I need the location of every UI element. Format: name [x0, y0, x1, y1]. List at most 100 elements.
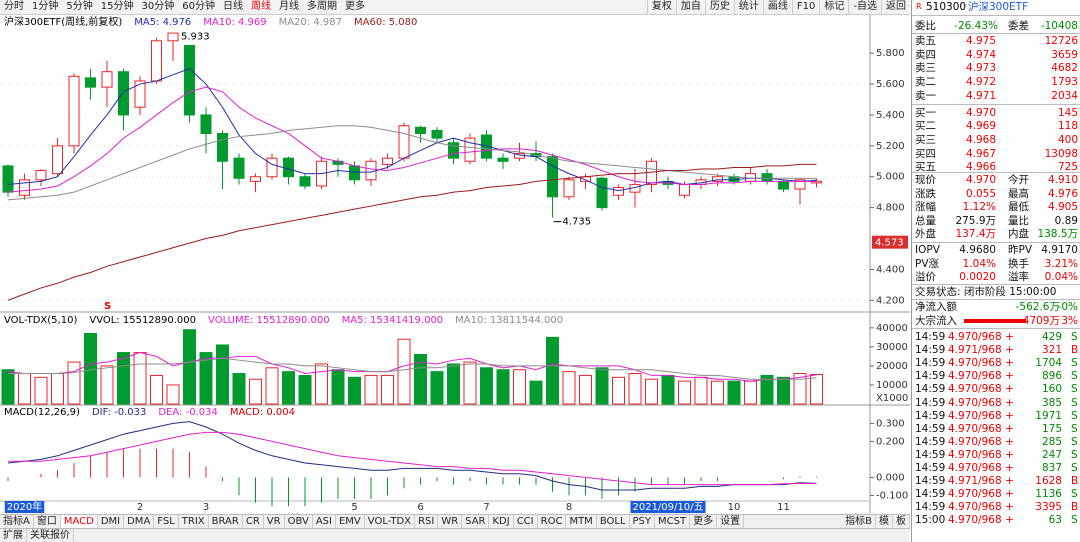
volume-bar: [760, 374, 774, 405]
quote-text: 买一: [915, 106, 936, 119]
quote-text: 63: [1048, 514, 1062, 527]
extension-tab[interactable]: 关联报价: [27, 529, 74, 542]
y-tick-label: 40000: [876, 323, 908, 334]
badge: R: [916, 2, 922, 11]
period-button[interactable]: 更多: [344, 1, 365, 12]
cursor-price: 4.573: [875, 238, 904, 249]
quote-text: 4.972: [965, 76, 996, 89]
quote-text: 3.21%: [1044, 257, 1078, 270]
template-tab[interactable]: 指标B: [842, 515, 876, 528]
tool-button[interactable]: F10: [791, 0, 819, 14]
indicator-tab[interactable]: OBV: [285, 515, 313, 528]
quote-text: 卖一: [915, 89, 936, 102]
quote-text: 卖五: [915, 35, 936, 47]
period-button[interactable]: 5分钟: [66, 1, 93, 12]
tool-button[interactable]: 历史: [704, 0, 734, 14]
indicator-tab[interactable]: 指标A: [0, 515, 34, 528]
quote-text: 0.0020: [959, 271, 996, 283]
quote-text: S: [1071, 370, 1078, 383]
y-tick-label: 5.400: [876, 110, 905, 121]
quote-text: B: [1071, 475, 1079, 488]
plot-bg: [0, 15, 870, 513]
indicator-tab[interactable]: ASI: [313, 515, 336, 528]
volume-bar: [397, 338, 411, 405]
candle-body: [613, 187, 624, 196]
volume-bar: [364, 374, 378, 405]
period-button[interactable]: 月线: [278, 1, 299, 12]
period-button[interactable]: 15分钟: [100, 1, 134, 12]
indicator-tab[interactable]: PSY: [630, 515, 656, 528]
indicator-tab[interactable]: RSI: [415, 515, 439, 528]
quote-text: 837: [1041, 462, 1062, 474]
indicator-tab[interactable]: MACD: [60, 515, 98, 528]
quote-text: 385: [1041, 396, 1062, 409]
template-tab[interactable]: 模: [876, 515, 893, 528]
quote-text: 4.970/968 +: [948, 396, 1014, 409]
indicator-tab[interactable]: VOL-TDX: [365, 515, 416, 528]
indicator-tab[interactable]: DMA: [124, 515, 155, 528]
quote-text: 4.970: [965, 106, 996, 119]
tool-button[interactable]: 加自: [675, 0, 705, 14]
flow-bar: [964, 319, 1026, 323]
indicator-tab[interactable]: MCST: [655, 515, 691, 528]
tool-button[interactable]: 统计: [733, 0, 763, 14]
quote-text: 14:59: [915, 488, 946, 501]
indicator-tab[interactable]: ROC: [538, 515, 567, 528]
candle-body: [101, 71, 113, 88]
indicator-tab[interactable]: KDJ: [489, 515, 514, 528]
quote-text: 1.04%: [962, 257, 996, 270]
period-button[interactable]: 60分钟: [182, 1, 215, 12]
period-button[interactable]: 日线: [222, 1, 243, 12]
quote-text: S: [1071, 409, 1078, 422]
volume-bar: [595, 367, 609, 405]
tool-button[interactable]: 标记: [819, 0, 848, 14]
y-tick-label: 5.000: [876, 172, 905, 183]
period-button[interactable]: 多周期: [306, 1, 337, 12]
volume-bar: [447, 363, 460, 405]
legend-entry: MA20: 4.987: [279, 17, 342, 28]
tool-button[interactable]: 画线: [762, 0, 792, 14]
quote-text: 涨跌: [915, 187, 936, 200]
candle-body: [299, 176, 311, 187]
quote-text: 4682: [1051, 62, 1078, 75]
legend-entry: MACD(12,26,9): [4, 407, 80, 418]
period-button[interactable]: 周线: [250, 1, 271, 12]
indicator-tab[interactable]: FSL: [154, 515, 179, 528]
indicator-tab[interactable]: MTM: [566, 515, 597, 528]
volume-bar: [150, 374, 163, 405]
quote-text: -10408: [1040, 20, 1078, 32]
indicator-tab[interactable]: TRIX: [179, 515, 209, 528]
quote-text: 400: [1057, 133, 1078, 146]
tool-button[interactable]: 复权: [646, 0, 676, 14]
quote-text: 429: [1041, 331, 1062, 343]
volume-bar: [744, 380, 757, 405]
tool-button[interactable]: -自选: [848, 0, 881, 14]
volume-bar: [216, 344, 229, 405]
quote-text: 0.04%: [1044, 271, 1078, 283]
period-button[interactable]: 1分钟: [32, 1, 59, 12]
indicator-tab[interactable]: 窗口: [34, 515, 61, 528]
tool-button[interactable]: 返回: [881, 0, 910, 14]
indicator-tab[interactable]: EMV: [336, 515, 365, 528]
indicator-tab[interactable]: DMI: [98, 515, 125, 528]
low-label: 4.735: [563, 217, 592, 228]
indicator-tab[interactable]: BOLL: [597, 515, 630, 528]
indicator-tab[interactable]: WR: [438, 515, 463, 528]
indicator-tab[interactable]: VR: [264, 515, 285, 528]
indicator-tab[interactable]: 更多: [690, 515, 718, 528]
candle-body: [85, 77, 96, 88]
ma-line: [7, 163, 817, 301]
period-button[interactable]: 30分钟: [141, 1, 175, 12]
legend-entry: MA5: 4.976: [134, 17, 191, 28]
indicator-tab[interactable]: BRAR: [209, 515, 243, 528]
legend-entry: VVOL: 15512890.000: [89, 315, 196, 326]
period-button[interactable]: 分时: [4, 1, 24, 12]
indicator-tab[interactable]: SAR: [462, 515, 490, 528]
indicator-tab[interactable]: 设置: [717, 515, 745, 528]
template-tab[interactable]: 板: [893, 515, 910, 528]
volume-bar: [18, 373, 31, 405]
volume-bar: [678, 380, 691, 405]
extension-tab[interactable]: 扩展: [0, 529, 27, 542]
indicator-tab[interactable]: CCI: [514, 515, 538, 528]
indicator-tab[interactable]: CR: [243, 515, 264, 528]
